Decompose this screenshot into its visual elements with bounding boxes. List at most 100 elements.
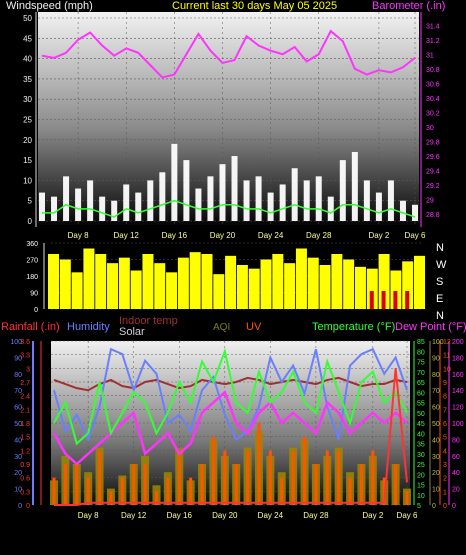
wind-gust-bar bbox=[99, 196, 106, 221]
direction-tick-label: 180 bbox=[26, 274, 38, 281]
rainfall-axis-title: Rainfall (.in) bbox=[1, 321, 60, 333]
day-tick-label: Day 2 bbox=[368, 231, 389, 240]
indoor-temp-title: Indoor temp bbox=[119, 315, 178, 327]
barometer-tick-label: 30.8 bbox=[426, 67, 440, 74]
barometer-line bbox=[41, 29, 416, 79]
rainfall-tick-label: 1.5 bbox=[20, 435, 30, 442]
direction-tick-label: 270 bbox=[26, 258, 38, 265]
humidity-tick-label: 40 bbox=[14, 437, 22, 444]
uv-tick-label: 0 bbox=[443, 503, 447, 510]
rainfall-tick-label: 0 bbox=[26, 503, 30, 510]
dew-point-tick-label: 120 bbox=[452, 405, 464, 412]
wind-direction-bar bbox=[414, 255, 425, 309]
chart-title: Current last 30 days May 05 2025 bbox=[172, 0, 337, 12]
uv-tick-label: 1 bbox=[443, 489, 447, 496]
uv-bar bbox=[359, 464, 363, 505]
uv-tick-label: 4 bbox=[443, 448, 447, 455]
wind-direction-red-mark bbox=[369, 291, 374, 309]
temperature-tick-label: 55 bbox=[417, 401, 425, 408]
uv-bar bbox=[234, 464, 238, 505]
rainfall-tick-label: 3.6 bbox=[20, 339, 30, 346]
wind-tick-label: 5 bbox=[28, 197, 33, 206]
wind-tick-label: 0 bbox=[28, 217, 33, 226]
uv-bar bbox=[303, 436, 307, 505]
uv-tick-label: 12 bbox=[443, 339, 451, 346]
uv-bar bbox=[280, 477, 284, 505]
wind-gust-bar bbox=[135, 192, 142, 221]
wind-direction-bar bbox=[107, 263, 119, 309]
wind-direction-bar bbox=[130, 270, 142, 309]
aqi-tick-label: 60 bbox=[432, 405, 440, 412]
bottom-day-tick-label: Day 24 bbox=[258, 511, 284, 520]
wind-axis-title: Windspeed (mph) bbox=[6, 0, 93, 12]
barometer-tick-label: 31 bbox=[426, 52, 434, 59]
wind-gust-bar bbox=[327, 196, 334, 221]
rainfall-tick-label: 3.3 bbox=[20, 353, 30, 360]
temperature-tick-label: 65 bbox=[417, 380, 425, 387]
uv-bar bbox=[132, 464, 136, 505]
wind-direction-bar bbox=[248, 268, 260, 309]
uv-tick-label: 10 bbox=[443, 366, 451, 373]
temperature-tick-label: 35 bbox=[417, 442, 425, 449]
uv-bar bbox=[246, 450, 250, 505]
uv-tick-label: 9 bbox=[443, 380, 447, 387]
wind-gust-bar bbox=[279, 184, 286, 221]
wind-direction-bar bbox=[236, 265, 248, 309]
aqi-tick-label: 0 bbox=[432, 503, 436, 510]
rainfall-tick-label: 0.9 bbox=[20, 462, 30, 469]
humidity-axis-title: Humidity bbox=[67, 321, 110, 333]
uv-tick-label: 5 bbox=[443, 435, 447, 442]
bottom-day-tick-label: Day 16 bbox=[167, 511, 193, 520]
rainfall-line bbox=[54, 368, 408, 506]
wind-gust-bar bbox=[303, 180, 310, 221]
uv-bar bbox=[52, 477, 56, 505]
wind-direction-bar bbox=[95, 254, 107, 309]
wind-gust-bar bbox=[363, 180, 370, 221]
temperature-axis-title: Temperature (°F) bbox=[312, 321, 395, 333]
solar-title: Solar bbox=[119, 326, 145, 338]
wind-gust-bar bbox=[231, 156, 238, 221]
dew-point-tick-label: 140 bbox=[452, 388, 464, 395]
wind-average-line bbox=[42, 199, 416, 218]
uv-bar bbox=[325, 450, 329, 505]
wind-direction-bar bbox=[260, 259, 272, 309]
uv-bar bbox=[337, 450, 341, 505]
barometer-tick-label: 29.2 bbox=[426, 183, 440, 190]
uv-tick-label: 7 bbox=[443, 407, 447, 414]
wind-gust-bar bbox=[183, 160, 190, 221]
aqi-axis-title: AQI bbox=[213, 322, 230, 333]
bottom-day-tick-label: Day 12 bbox=[121, 511, 147, 520]
wind-direction-bar bbox=[378, 254, 390, 309]
wind-direction-bar bbox=[284, 263, 296, 309]
aqi-tick-label: 80 bbox=[432, 372, 440, 379]
uv-bar bbox=[189, 477, 193, 505]
dew-point-tick-label: 200 bbox=[452, 339, 464, 346]
wind-gust-bar bbox=[267, 192, 274, 221]
uv-bar bbox=[63, 464, 67, 505]
uv-tick-label: 8 bbox=[443, 394, 447, 401]
barometer-axis-title: Barometer (.in) bbox=[372, 0, 445, 12]
compass-label: E bbox=[436, 293, 443, 305]
wind-direction-bar bbox=[177, 257, 189, 309]
barometer-tick-label: 30.6 bbox=[426, 81, 440, 88]
humidity-tick-label: 0 bbox=[18, 503, 22, 510]
wind-gust-bar bbox=[75, 188, 82, 221]
uv-bar bbox=[348, 477, 352, 505]
temperature-tick-label: 30 bbox=[417, 452, 425, 459]
wind-gust-bar bbox=[375, 192, 382, 221]
humidity-tick-label: 50 bbox=[14, 421, 22, 428]
wind-direction-red-mark bbox=[393, 291, 398, 309]
humidity-tick-label: 80 bbox=[14, 372, 22, 379]
wind-gust-bar bbox=[243, 180, 250, 221]
wind-gust-bar bbox=[412, 204, 418, 221]
wind-direction-bar bbox=[402, 261, 414, 309]
humidity-tick-label: 10 bbox=[14, 487, 22, 494]
wind-gust-bar bbox=[159, 172, 166, 221]
uv-bar bbox=[177, 450, 181, 505]
top-plot-area bbox=[38, 12, 419, 225]
barometer-tick-label: 29.8 bbox=[426, 139, 440, 146]
wind-direction-bar bbox=[201, 254, 213, 309]
temperature-tick-label: 75 bbox=[417, 360, 425, 367]
humidity-tick-label: 70 bbox=[14, 388, 22, 395]
